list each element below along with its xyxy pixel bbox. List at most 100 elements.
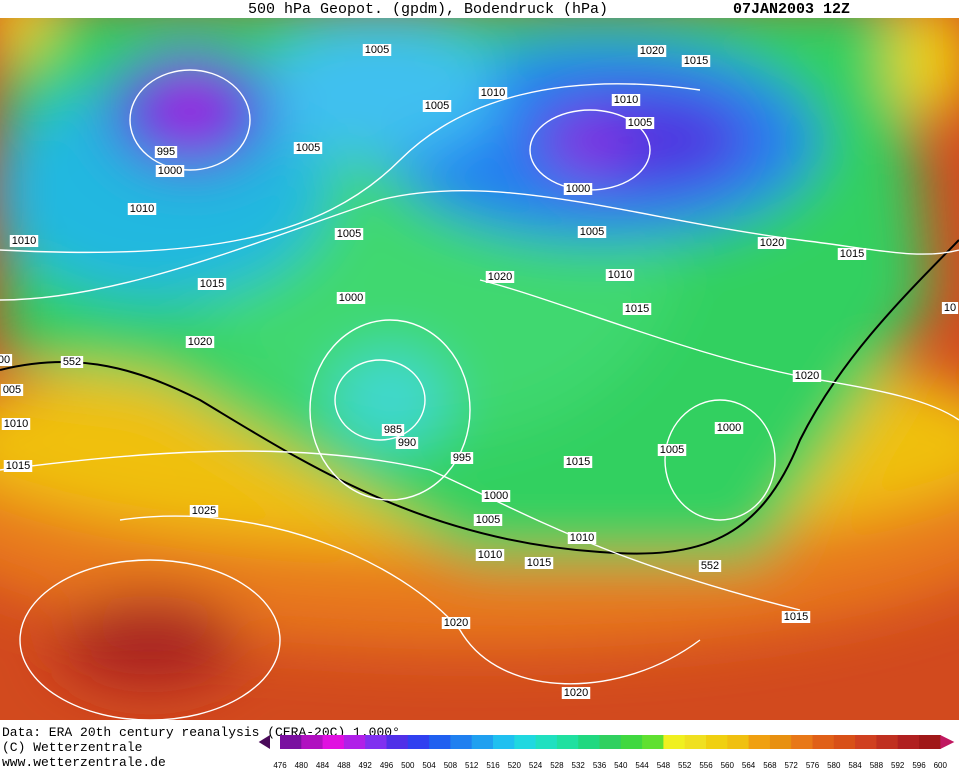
colorbar-cell xyxy=(322,735,345,749)
isobar-label: 1015 xyxy=(566,456,590,468)
colorbar-cell xyxy=(833,735,856,749)
isobar-label-box xyxy=(485,271,515,283)
isobar-label-box xyxy=(563,456,593,468)
isobar-label: 1000 xyxy=(158,165,182,177)
isobar-label-box xyxy=(625,117,655,129)
colorbar-cell xyxy=(663,735,686,749)
isobar-label-box xyxy=(637,45,667,57)
isobar-label-box xyxy=(567,532,597,544)
isobar-label-box xyxy=(127,203,157,215)
colorbar-cell xyxy=(578,735,600,749)
isobar-label: 985 xyxy=(384,424,402,436)
isobar-label-box xyxy=(0,354,13,366)
isobar-label: 1020 xyxy=(488,271,512,283)
isobar-label: 995 xyxy=(453,452,471,464)
website: www.wetterzentrale.de xyxy=(2,755,166,770)
colorbar-label: 536 xyxy=(593,761,607,770)
isobar-label: 552 xyxy=(701,560,719,572)
isobar-label-box xyxy=(478,87,508,99)
isobar-label-box xyxy=(450,452,474,464)
isobar-label-box xyxy=(605,269,635,281)
colorbar-label: 540 xyxy=(614,761,628,770)
colorbar-label: 544 xyxy=(635,761,649,770)
colorbar-cell xyxy=(791,735,813,749)
colorbar-label: 568 xyxy=(763,761,777,770)
isobar-label-box xyxy=(336,292,366,304)
colorbar-label: 584 xyxy=(848,761,862,770)
colorbar-cell xyxy=(620,735,643,749)
colorbar-cell xyxy=(919,735,941,749)
colorbar-label: 572 xyxy=(785,761,799,770)
colorbar-label: 600 xyxy=(934,761,948,770)
isobar-label-box xyxy=(524,557,554,569)
isobar-label: 1015 xyxy=(625,303,649,315)
isobar-label-box xyxy=(475,549,505,561)
isobar-label: 005 xyxy=(3,384,21,396)
isobar-label: 1010 xyxy=(130,203,154,215)
isobar-label: 1000 xyxy=(717,422,741,434)
isobar-label-box xyxy=(60,356,84,368)
isobar-label-box xyxy=(698,560,722,572)
colorbar-label: 528 xyxy=(550,761,564,770)
isobar-label-box xyxy=(714,422,744,434)
colorbar-cell xyxy=(684,735,707,749)
colorbar-label: 492 xyxy=(359,761,373,770)
isobar-label: 1005 xyxy=(476,514,500,526)
isobar-label-box xyxy=(185,336,215,348)
colorbar-cell xyxy=(706,735,728,749)
isobar-label: 1020 xyxy=(444,617,468,629)
colorbar-label: 556 xyxy=(699,761,713,770)
isobar-label: 1015 xyxy=(527,557,551,569)
colorbar-cell xyxy=(727,735,750,749)
colorbar-cell xyxy=(642,735,664,749)
colorbar-label: 480 xyxy=(295,761,309,770)
colorbar-cell xyxy=(280,735,302,749)
colorbar-label: 496 xyxy=(380,761,394,770)
colorbar-arrow-right xyxy=(940,735,955,749)
colorbar-cell xyxy=(897,735,920,749)
isobar-label-box xyxy=(395,437,419,449)
isobar-label: 1000 xyxy=(339,292,363,304)
isobar-label-box xyxy=(189,505,219,517)
isobar-label: 1005 xyxy=(425,100,449,112)
isobar-label-box xyxy=(3,460,33,472)
isobar-label: 1010 xyxy=(12,235,36,247)
isobar-label-box xyxy=(792,370,822,382)
isobar-label-box xyxy=(577,226,607,238)
colorbar-arrow-left xyxy=(258,735,270,749)
isobar-label: 1015 xyxy=(840,248,864,260)
colorbar-cell xyxy=(514,735,537,749)
isobar-label: 1025 xyxy=(192,505,216,517)
isobar-label: 995 xyxy=(157,146,175,158)
isobar-label: 1005 xyxy=(660,444,684,456)
isobar-label: 1010 xyxy=(478,549,502,561)
isobar-label-box xyxy=(0,384,24,396)
isobar-label-box xyxy=(781,611,811,623)
isobar-label: 1005 xyxy=(296,142,320,154)
isobar-label-box xyxy=(622,303,652,315)
isobar-label: 552 xyxy=(63,356,81,368)
isobar-label-box xyxy=(563,183,593,195)
colorbar-label: 512 xyxy=(465,761,479,770)
isobar-label: 1020 xyxy=(564,687,588,699)
map xyxy=(0,18,959,720)
isobar-label: 1020 xyxy=(760,237,784,249)
isobar-label: 1020 xyxy=(188,336,212,348)
map-title: 500 hPa Geopot. (gpdm), Bodendruck (hPa) xyxy=(248,1,608,18)
isobar-label-box xyxy=(9,235,39,247)
colorbar-label: 592 xyxy=(891,761,905,770)
isobar-label-box xyxy=(197,278,227,290)
isobar-labels: 1005 1005 1010 1005 995 1000 1010 1010 1005 1015 1… xyxy=(0,44,959,699)
isobar-label: 1010 xyxy=(481,87,505,99)
isobar-label: 1000 xyxy=(484,490,508,502)
isobar-label-box xyxy=(422,100,452,112)
colorbar-label: 596 xyxy=(912,761,926,770)
colorbar-cell xyxy=(301,735,324,749)
colorbar-cell xyxy=(556,735,579,749)
isobar-label-box xyxy=(381,424,405,436)
isobar-label: 1000 xyxy=(566,183,590,195)
isobar-label: 1015 xyxy=(200,278,224,290)
colorbar-label: 576 xyxy=(806,761,820,770)
colorbar-label: 488 xyxy=(337,761,351,770)
